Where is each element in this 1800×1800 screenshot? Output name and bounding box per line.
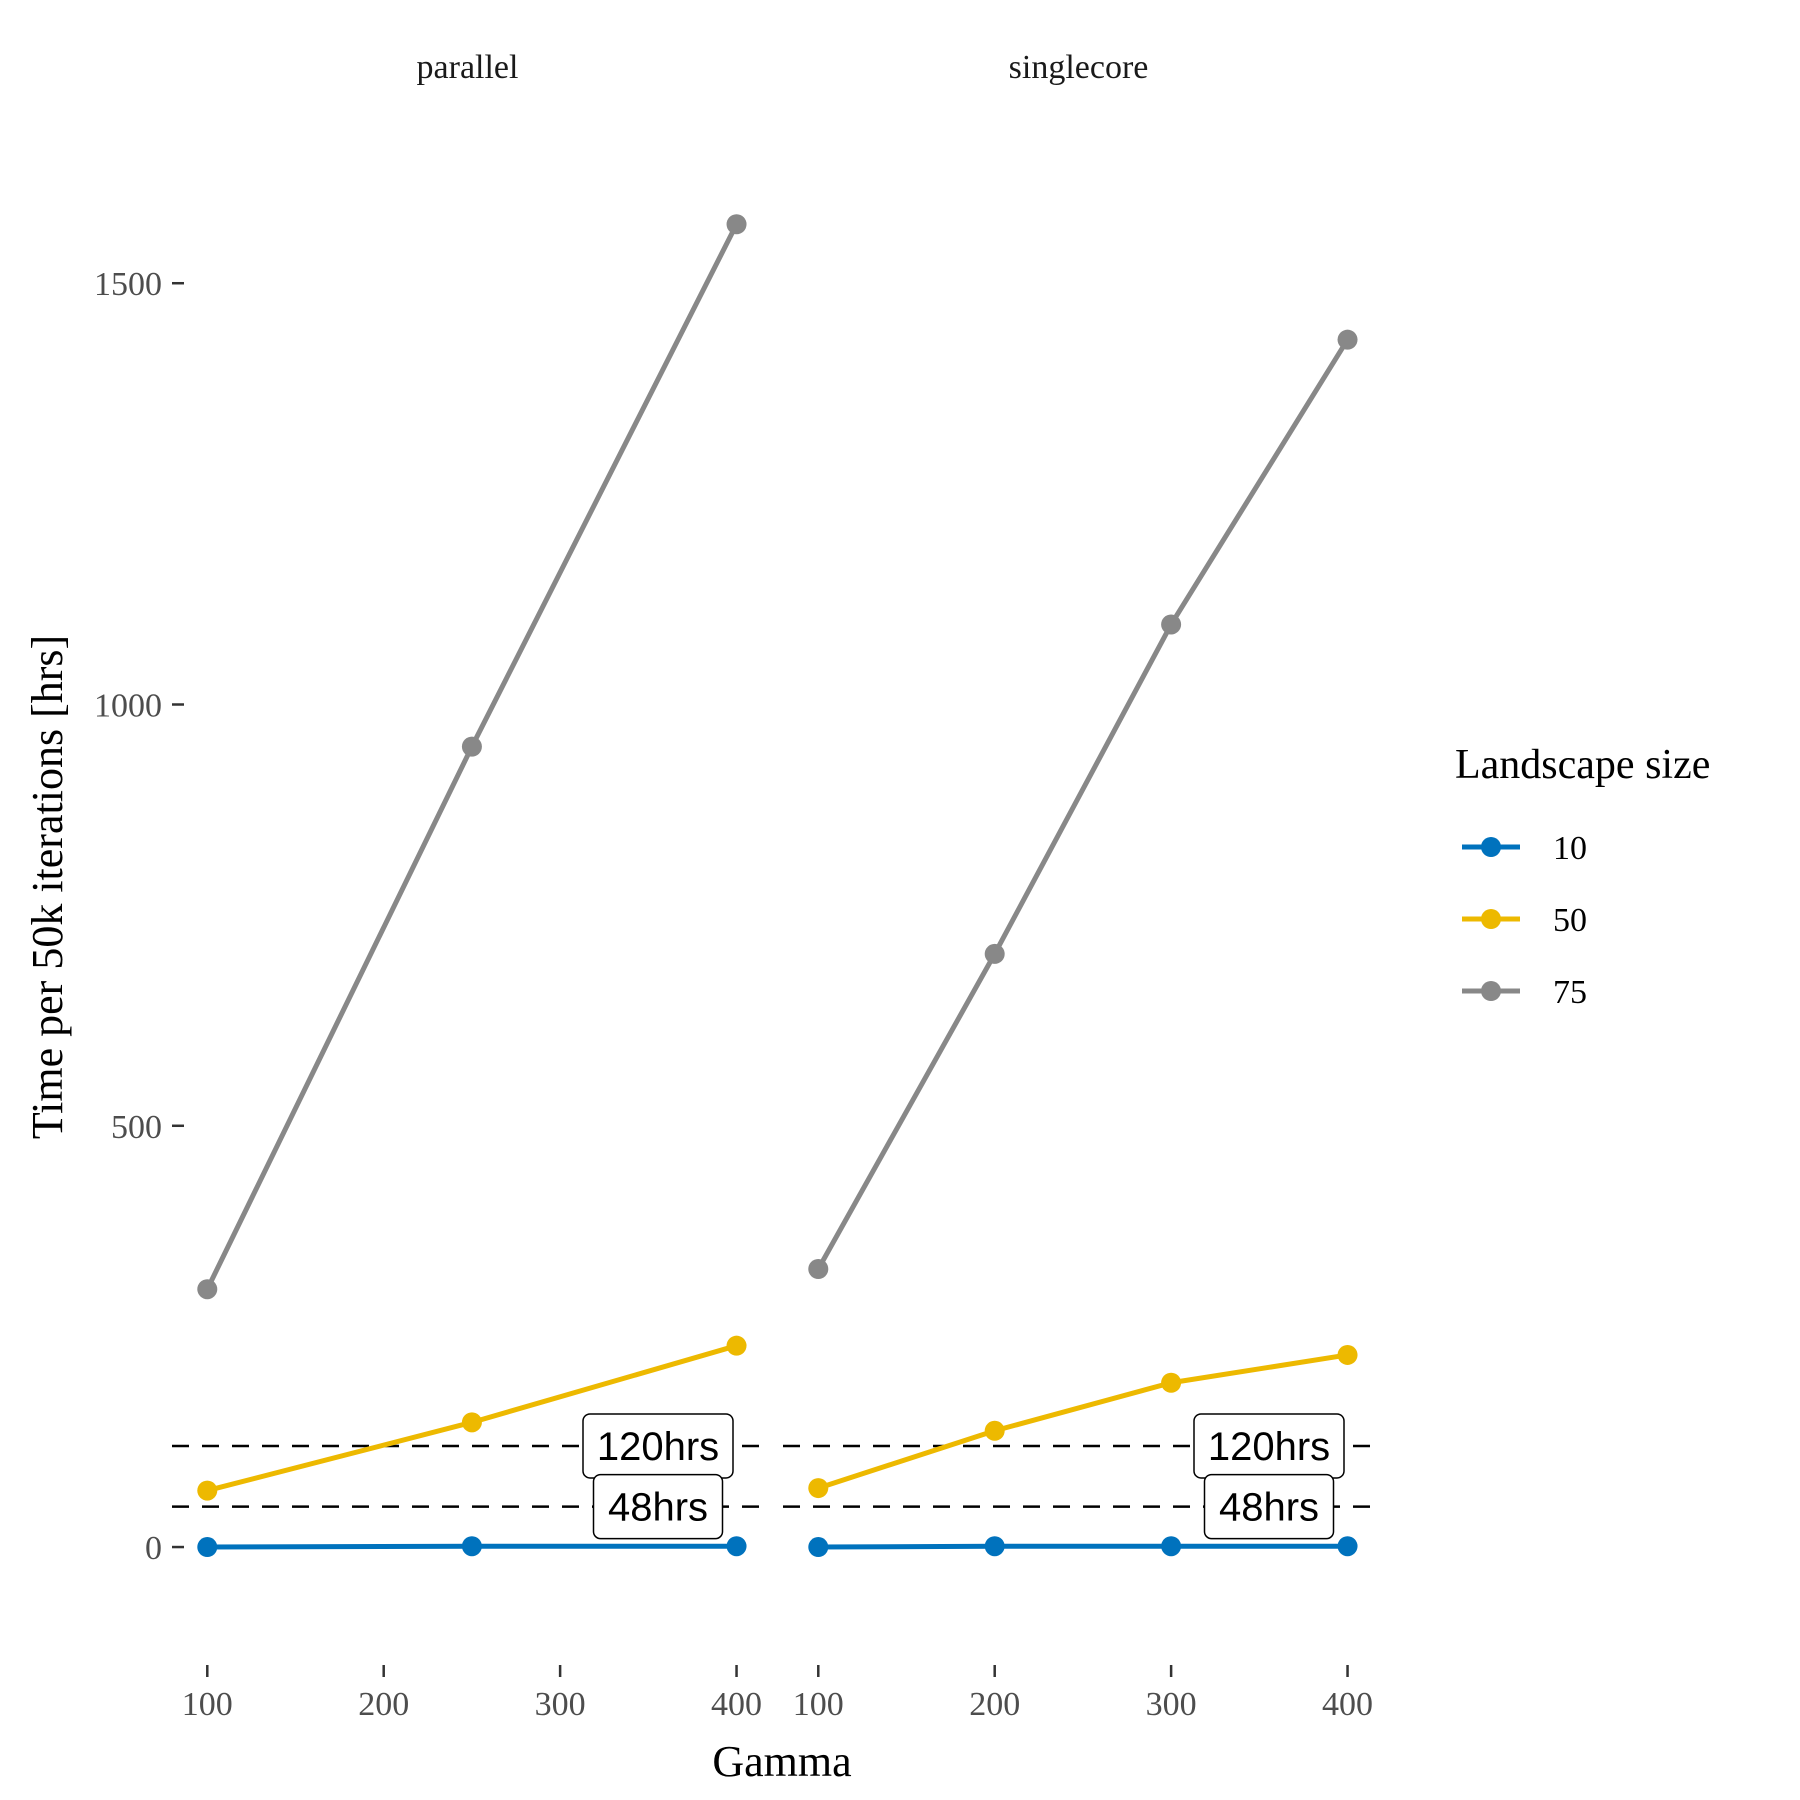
data-point [1161,1372,1182,1393]
series-line-10 [818,1543,1348,1550]
y-tick-label: 1000 [94,688,162,725]
series-line-50 [817,1352,1348,1491]
legend-item-label: 10 [1553,830,1587,867]
data-point [461,1412,482,1433]
data-point [984,943,1005,964]
x-tick-label: 200 [358,1686,409,1723]
x-axis-title: Gamma [712,1737,851,1786]
y-axis: 0 500 1000 1500 [94,266,184,1567]
data-point [461,736,482,757]
reference-label-box [592,1473,724,1540]
reference-label: 48hrs [608,1486,708,1530]
data-point [1161,614,1182,635]
data-point [984,1536,1005,1557]
data-point [1337,329,1358,350]
legend-key-point [1481,837,1501,857]
x-tick-label: 100 [182,1686,233,1723]
x-tick-label: 300 [535,1686,586,1723]
series-line-75 [816,338,1350,1271]
y-tick-label: 0 [145,1530,162,1567]
legend-title: Landscape size [1455,742,1710,788]
data-point [1337,1344,1358,1365]
legend-key-point [1481,909,1501,929]
data-point [197,1537,218,1558]
data-point [808,1537,829,1558]
series-line-75 [205,223,739,1291]
reference-label-box [1203,1473,1335,1540]
y-axis-title: Time per 50k iterations [hrs] [23,635,72,1139]
x-tick-label: 400 [711,1686,762,1723]
data-point [984,1420,1005,1441]
panel-singlecore: singlecore 100 200 300 400 120hrs 48hrs [783,49,1374,1723]
data-point [726,1335,747,1356]
y-tick-label: 500 [111,1109,162,1146]
data-point [1161,1536,1182,1557]
data-point [197,1480,218,1501]
data-point [726,1536,747,1557]
legend-item-label: 75 [1553,974,1587,1011]
reference-label: 120hrs [597,1425,719,1469]
x-tick-label: 200 [969,1686,1020,1723]
legend: Landscape size 10 50 75 [1455,742,1710,1011]
reference-label: 120hrs [1208,1425,1330,1469]
x-tick-label: 400 [1322,1686,1373,1723]
data-point [726,214,747,235]
reference-label: 48hrs [1219,1486,1319,1530]
data-point [197,1279,218,1300]
panel-parallel: parallel 100 200 300 400 120hrs 48hrs [172,49,763,1723]
data-point [808,1259,829,1280]
panel-title: singlecore [1009,49,1149,86]
data-point [461,1536,482,1557]
y-tick-label: 1500 [94,266,162,303]
x-tick-label: 100 [793,1686,844,1723]
x-tick-label: 300 [1146,1686,1197,1723]
legend-item-label: 50 [1553,902,1587,939]
legend-key-point [1481,981,1501,1001]
panel-title: parallel [417,49,519,86]
data-point [1337,1536,1358,1557]
data-point [808,1478,829,1499]
